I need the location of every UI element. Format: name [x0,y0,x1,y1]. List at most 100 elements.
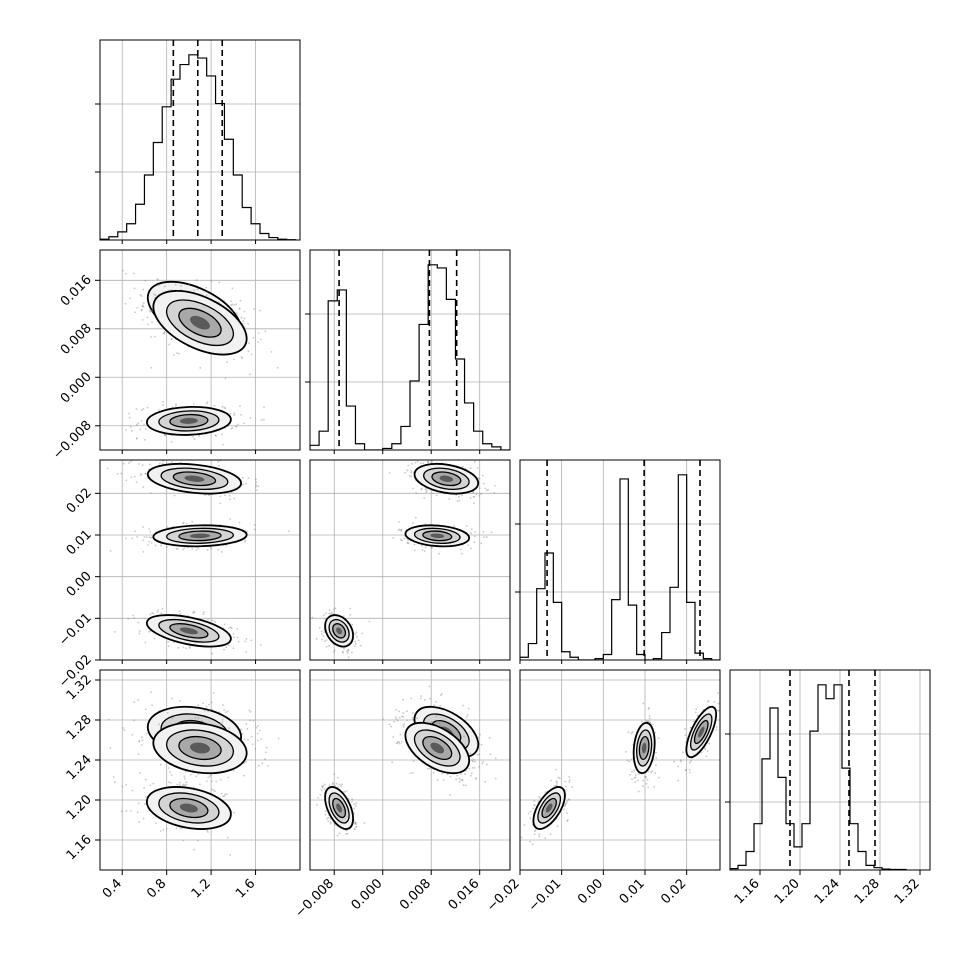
density-contour [698,726,705,738]
sample-point [325,645,328,648]
sample-point [630,758,633,761]
sample-point [159,763,162,766]
x-axis-1: −0.008 0.000 0.008 0.016 [292,450,483,921]
sample-point [400,530,403,533]
sample-point [458,781,461,784]
sample-point [196,288,199,291]
sample-point [257,341,260,343]
sample-point [473,460,476,463]
sample-point [234,425,237,428]
sample-point [402,712,405,714]
sample-point [256,732,259,735]
sample-point [340,785,342,788]
sample-point [324,813,327,816]
sample-point [235,425,238,428]
sample-point [456,500,459,503]
sample-point [232,358,235,361]
x-tick-label: 1.32 [892,876,923,907]
sample-point [182,784,184,787]
sample-point [465,716,468,719]
sample-point [259,729,261,732]
sample-point [410,475,412,478]
sample-point [163,332,166,335]
sample-point [567,799,570,801]
sample-point [650,771,653,774]
sample-point [197,704,200,707]
sample-point [346,650,348,653]
sample-point [197,547,200,550]
sample-point [415,492,418,494]
sample-point [208,494,210,497]
sample-point [412,487,415,490]
sample-point [239,453,241,455]
sample-point [146,406,149,409]
sample-point [684,728,686,730]
sample-point [403,537,406,540]
sample-point [353,807,356,810]
sample-point [254,478,257,481]
sample-point [131,537,134,540]
sample-point [494,777,497,780]
sample-point [474,760,476,763]
sample-point [246,727,249,730]
sample-point [400,538,402,541]
sample-point [248,709,251,712]
sample-point [477,753,480,756]
sample-point [461,494,463,497]
sample-point [253,524,256,526]
sample-point [155,822,157,825]
sample-point [490,531,493,534]
sample-point [175,452,177,454]
sample-point [157,609,159,612]
sample-point [124,537,127,540]
sample-point [353,645,356,648]
sample-point [125,479,128,482]
sample-point [657,776,660,779]
sample-point [707,700,709,703]
sample-point [402,698,405,701]
sample-point [355,821,357,824]
density-contour [190,742,211,754]
sample-point [207,776,210,779]
scatter-panel-3-2 [519,669,721,871]
x-tick-label: 1.6 [233,876,258,901]
sample-point [329,821,332,824]
sample-point [162,400,164,403]
sample-point [466,714,469,716]
sample-point [148,528,151,530]
sample-point [633,777,636,780]
sample-point [648,715,651,717]
sample-point [130,429,133,432]
sample-point [276,366,279,369]
sample-point [137,753,140,756]
sample-point [651,770,654,772]
sample-point [128,416,131,419]
sample-point [120,472,123,475]
sample-point [229,854,232,856]
sample-point [475,493,478,496]
sample-point [354,822,357,825]
sample-point [231,427,234,429]
sample-point [460,773,463,775]
sample-point [204,494,207,496]
sample-point [465,524,468,527]
sample-point [557,776,560,779]
sample-point [182,522,184,525]
sample-point [139,772,141,774]
sample-point [470,547,472,550]
sample-point [178,784,181,786]
sample-point [648,707,650,709]
sample-point [146,543,149,546]
sample-point [144,778,147,781]
sample-point [538,835,541,838]
y-tick-label: 0.02 [64,486,95,517]
sample-point [493,484,496,487]
sample-point [470,528,473,531]
sample-point [469,752,472,755]
sample-point [457,496,460,498]
sample-point [476,466,479,469]
sample-point [229,626,232,629]
sample-point [419,462,422,465]
